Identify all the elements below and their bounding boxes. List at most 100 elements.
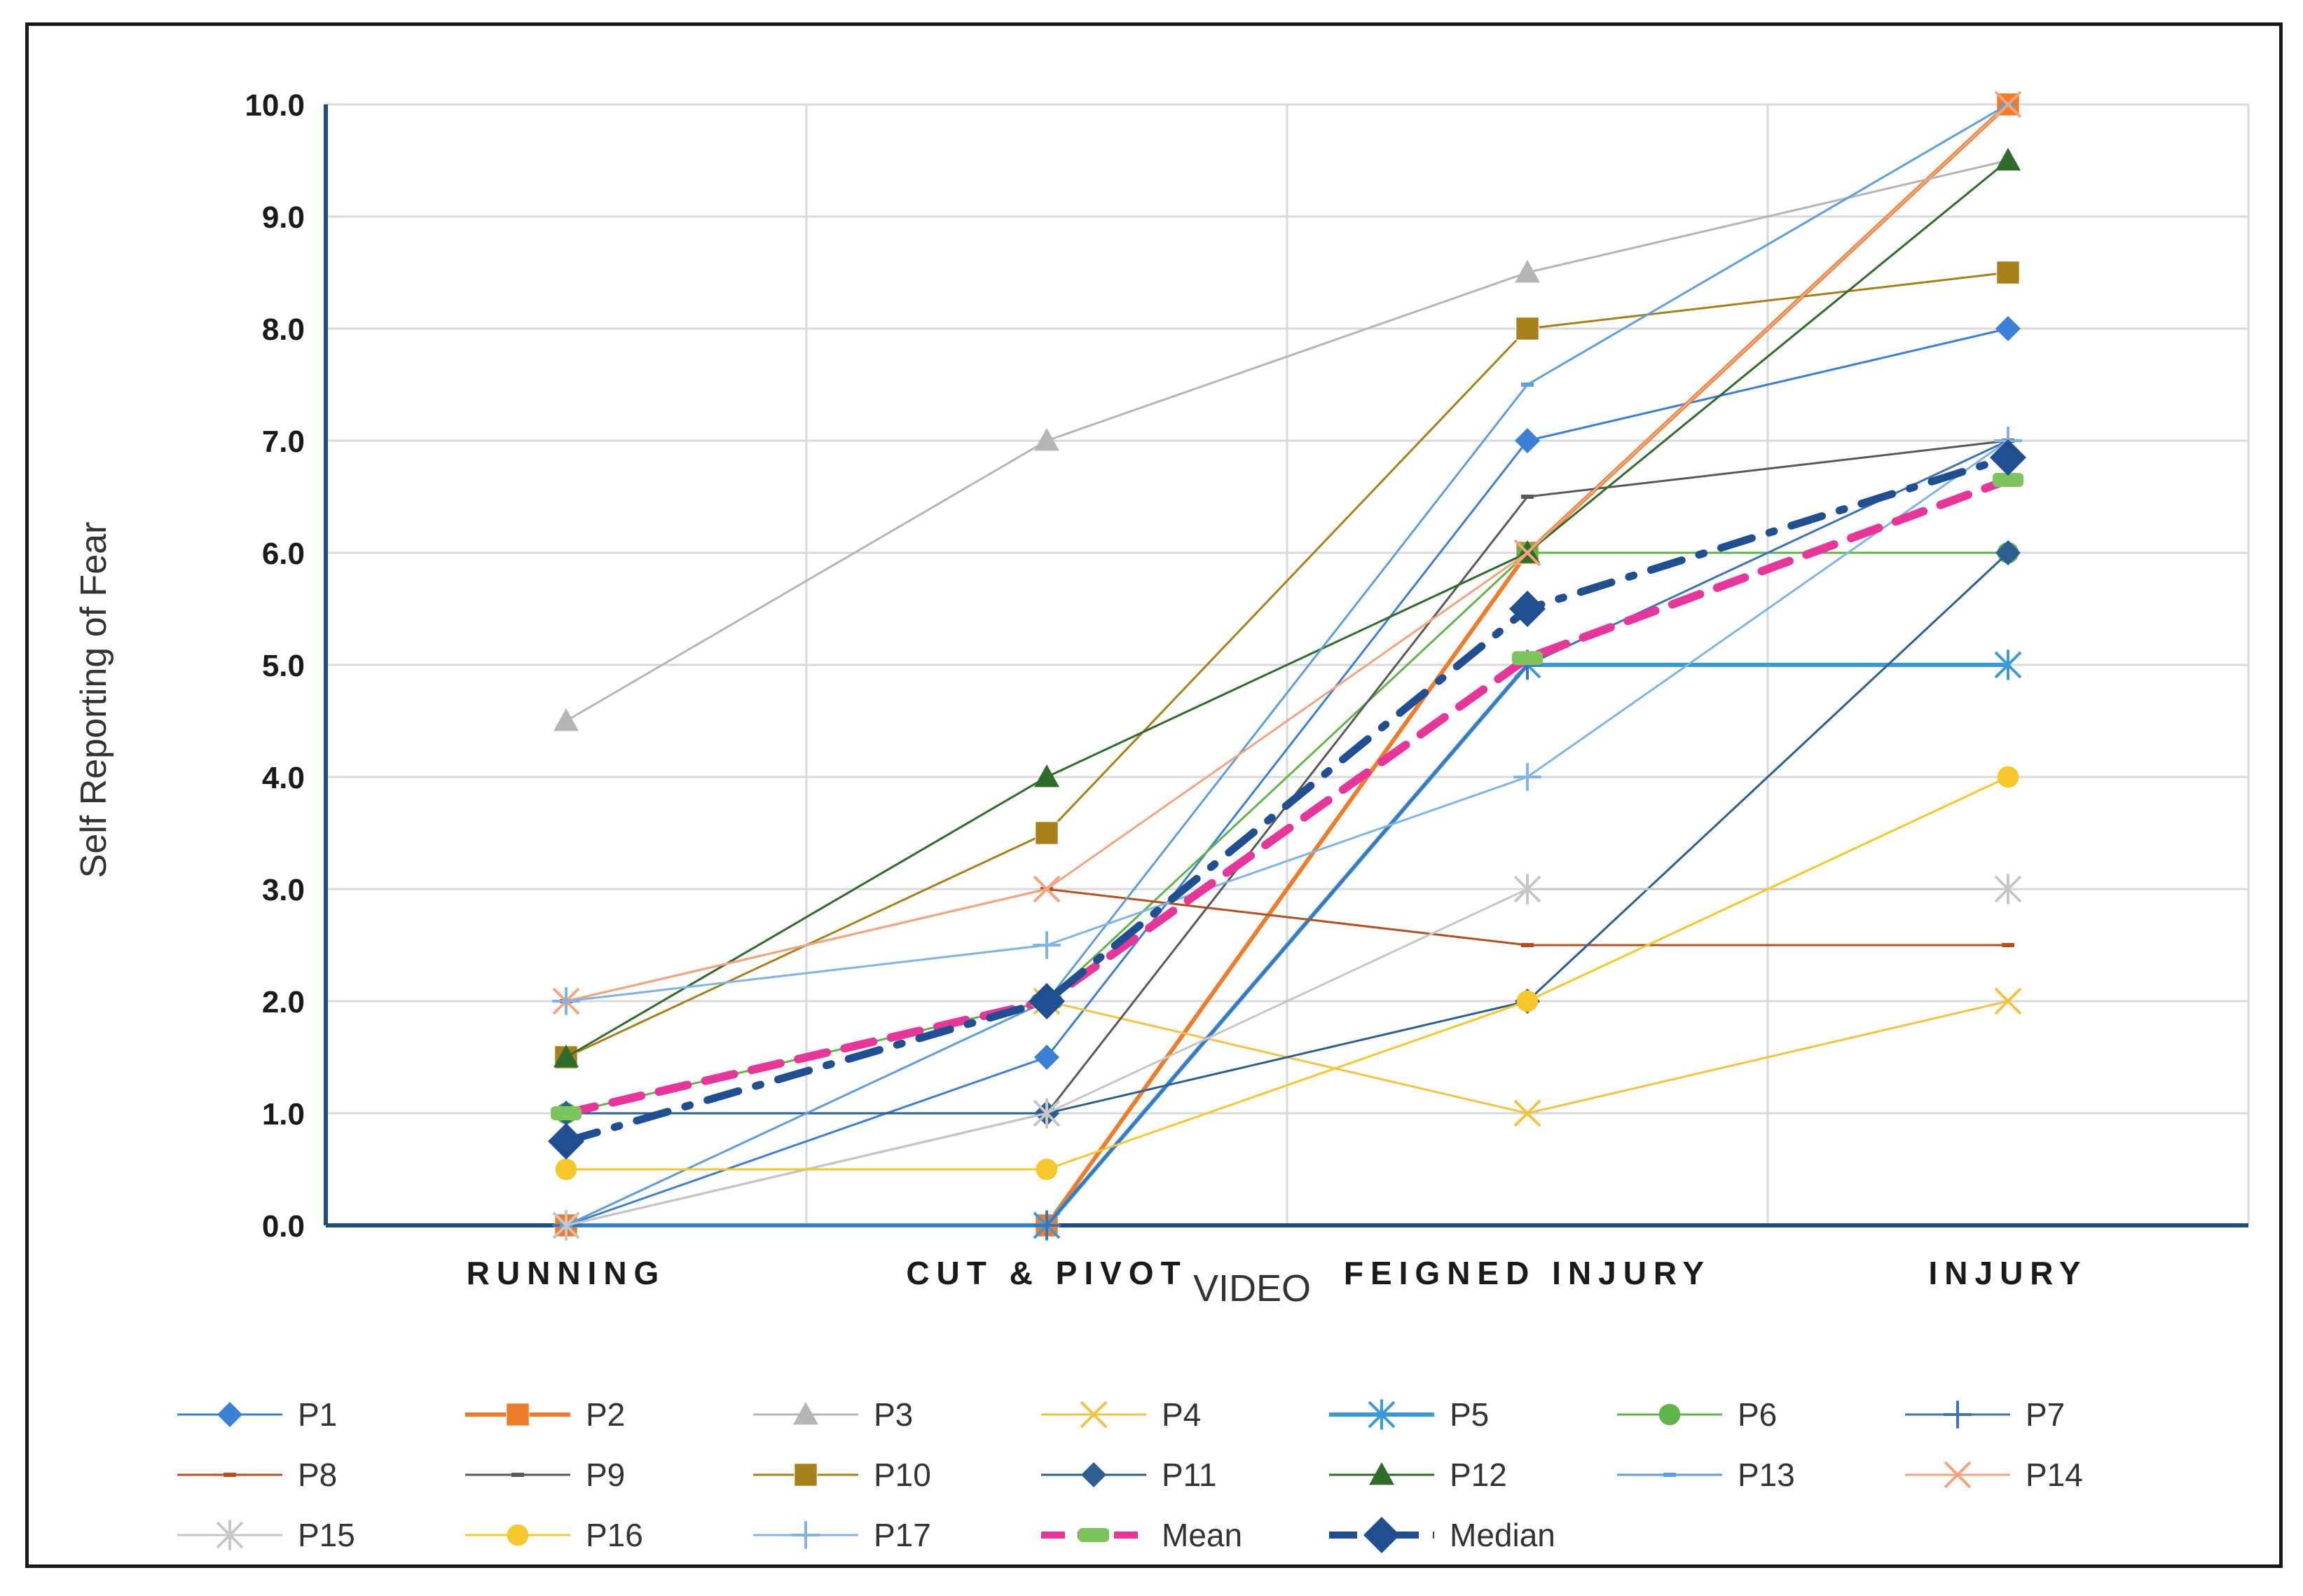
- legend-marker-median: [1363, 1517, 1400, 1553]
- y-tick-label: 6.0: [262, 537, 305, 571]
- x-tick-label: FEIGNED INJURY: [1344, 1255, 1711, 1291]
- data-point-p3: [1515, 260, 1540, 283]
- legend-marker-p13: [1663, 1473, 1676, 1477]
- data-point-p15: [1513, 874, 1541, 904]
- legend-marker-p15: [216, 1520, 244, 1550]
- legend-label: P8: [298, 1457, 337, 1493]
- series-median: [548, 439, 2026, 1160]
- series-line-p3: [565, 159, 2009, 722]
- legend-item-p2: P2: [465, 1396, 625, 1433]
- data-point-p16: [1516, 990, 1539, 1012]
- series-p16: [555, 766, 2019, 1181]
- legend-label: P13: [1738, 1457, 1795, 1493]
- data-point-mean: [551, 1106, 582, 1120]
- legend-label: P2: [586, 1396, 625, 1433]
- legend-label: P11: [1162, 1457, 1216, 1493]
- legend-item-p5: P5: [1329, 1396, 1489, 1433]
- data-point-p14: [1994, 90, 2022, 118]
- legend-marker-p2: [506, 1403, 530, 1426]
- legend-item-p4: P4: [1041, 1396, 1201, 1433]
- legend-item-p11: P11: [1041, 1457, 1216, 1493]
- legend-label: P3: [874, 1396, 913, 1433]
- legend-marker-p8: [224, 1473, 236, 1477]
- series-line-p16: [565, 776, 2009, 1171]
- legend-item-p10: P10: [753, 1457, 931, 1493]
- data-point-p1: [1995, 316, 2021, 341]
- legend-label: P14: [2026, 1457, 2083, 1493]
- legend-marker-p6: [1658, 1403, 1681, 1426]
- legend-label: Median: [1450, 1517, 1555, 1553]
- data-point-median: [1509, 591, 1546, 627]
- line-chart: 0.0 1.0 2.0 3.0 4.0 5.0 6.0 7.0 8.0 9.0 10.0 RUNNI…: [74, 88, 2250, 1553]
- data-point-p17: [1513, 763, 1541, 791]
- data-point-p1: [1515, 428, 1540, 453]
- legend-marker-p5: [1368, 1399, 1396, 1430]
- legend-item-p8: P8: [177, 1457, 337, 1493]
- y-tick-label: 3.0: [262, 873, 305, 907]
- x-axis-title: VIDEO: [1193, 1267, 1311, 1309]
- data-point-p11: [1995, 540, 2021, 565]
- data-point-p16: [1997, 766, 2019, 788]
- legend-label: Mean: [1162, 1517, 1242, 1553]
- data-point-p4: [1513, 1099, 1541, 1127]
- series-lines: [548, 90, 2026, 1241]
- legend-label: P12: [1450, 1457, 1507, 1493]
- data-point-p16: [1036, 1158, 1058, 1181]
- legend-item-p12: P12: [1329, 1457, 1507, 1493]
- data-point-p10: [1035, 821, 1059, 845]
- legend-label: P6: [1738, 1396, 1777, 1433]
- data-point-p7: [1033, 1211, 1061, 1239]
- series-line-p1: [565, 327, 2009, 1227]
- y-tick-label: 7.0: [262, 425, 305, 459]
- legend-item-p14: P14: [1905, 1457, 2083, 1493]
- data-point-p14: [1033, 875, 1061, 903]
- legend-label: P10: [874, 1457, 931, 1493]
- data-point-p15: [552, 1210, 580, 1241]
- x-tick-labels: RUNNING CUT & PIVOT FEIGNED INJURY INJURY: [467, 1255, 2088, 1291]
- legend-label: P16: [586, 1517, 643, 1553]
- data-point-p15: [1033, 1098, 1061, 1129]
- data-point-mean: [1512, 651, 1543, 666]
- data-point-p15: [1994, 874, 2022, 904]
- legend-label: P7: [2026, 1396, 2065, 1433]
- data-point-median: [1990, 439, 2026, 476]
- data-point-p16: [555, 1158, 577, 1181]
- y-axis-title: Self Reporting of Fear: [74, 522, 114, 879]
- data-point-p8: [1521, 943, 1534, 947]
- data-point-p8: [2002, 943, 2014, 947]
- series-p14: [552, 90, 2022, 1015]
- data-point-mean: [1993, 473, 2023, 487]
- x-tick-label: INJURY: [1929, 1255, 2088, 1291]
- legend-item-p7: P7: [1905, 1396, 2065, 1433]
- legend-label: P1: [298, 1396, 337, 1433]
- legend-item-p3: P3: [753, 1396, 913, 1433]
- data-point-p14: [1513, 539, 1541, 567]
- legend-marker-p4: [1080, 1401, 1108, 1429]
- legend-label: P4: [1162, 1396, 1201, 1433]
- data-point-p12: [554, 1045, 579, 1068]
- legend-item-p9: P9: [465, 1457, 625, 1493]
- data-point-p3: [554, 708, 579, 731]
- data-point-p17: [1033, 931, 1061, 959]
- y-tick-label: 4.0: [262, 761, 305, 795]
- legend-item-mean: Mean: [1041, 1517, 1242, 1553]
- legend-marker-p1: [217, 1402, 242, 1427]
- legend-marker-p3: [793, 1402, 818, 1425]
- x-tick-label: RUNNING: [467, 1255, 666, 1291]
- legend-marker-p10: [794, 1463, 818, 1487]
- data-point-p1: [1034, 1045, 1059, 1070]
- legend-marker-mean: [1078, 1528, 1109, 1542]
- series-line-p12: [565, 159, 2009, 1059]
- chart-frame: 0.0 1.0 2.0 3.0 4.0 5.0 6.0 7.0 8.0 9.0 10.0 RUNNI…: [25, 22, 2283, 1568]
- y-tick-label: 2.0: [262, 985, 305, 1019]
- legend-label: P5: [1450, 1396, 1489, 1433]
- legend-marker-p17: [792, 1521, 820, 1549]
- data-point-p12: [1034, 764, 1059, 787]
- y-tick-label: 9.0: [262, 200, 305, 235]
- series-line-p14: [565, 103, 2009, 1003]
- legend-label: P17: [874, 1517, 931, 1553]
- legend-marker-p7: [1944, 1401, 1972, 1429]
- y-tick-label: 5.0: [262, 649, 305, 683]
- data-point-p3: [1034, 428, 1059, 451]
- series-line-mean: [562, 476, 2012, 1117]
